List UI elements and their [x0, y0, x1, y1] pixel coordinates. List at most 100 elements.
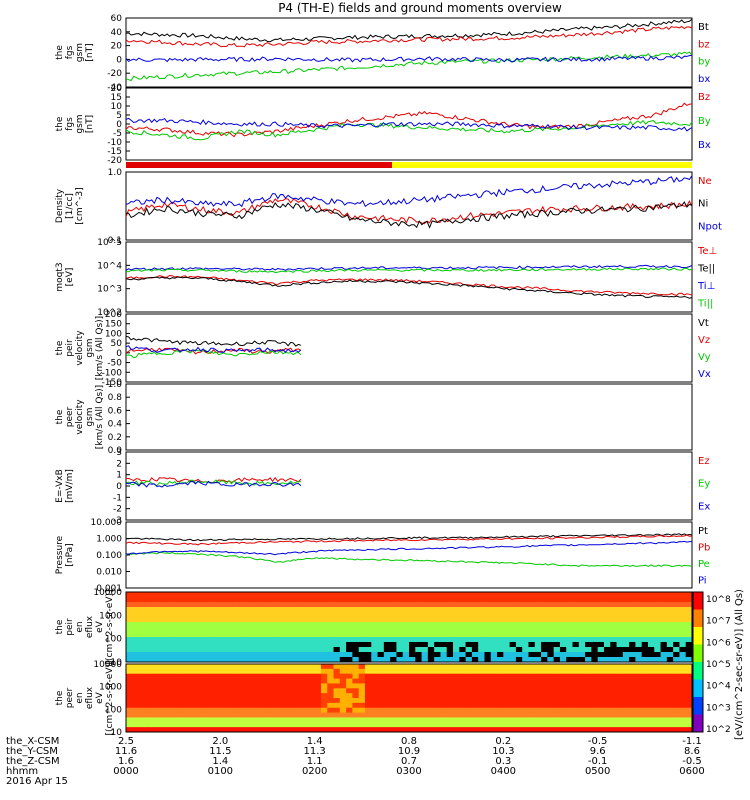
heatmap-cell — [484, 702, 492, 709]
heatmap-cell — [629, 647, 636, 653]
heatmap-cell — [585, 657, 592, 663]
heatmap-cell — [415, 612, 423, 618]
heatmap-cell — [440, 622, 448, 628]
heatmap-cell — [220, 717, 228, 723]
heatmap-cell — [497, 647, 504, 653]
heatmap-cell — [622, 702, 630, 709]
heatmap-cell — [264, 652, 272, 658]
heatmap-cell — [440, 678, 448, 684]
heatmap-cell — [440, 647, 448, 653]
heatmap-cell — [276, 637, 284, 643]
heatmap-cell — [302, 698, 309, 704]
heatmap-cell — [434, 727, 441, 733]
tick-label: 1000 — [99, 611, 122, 621]
heatmap-cell — [578, 712, 586, 718]
heatmap-cell — [647, 612, 655, 618]
heatmap-cell — [126, 617, 133, 623]
heatmap-cell — [195, 612, 202, 618]
heatmap-cell — [547, 698, 555, 704]
series-line-Vx — [125, 345, 302, 353]
heatmap-cell — [132, 627, 140, 633]
heatmap-cell — [534, 717, 542, 723]
heatmap-cell — [503, 688, 511, 694]
heatmap-cell — [409, 664, 416, 670]
heatmap-cell — [453, 722, 460, 728]
heatmap-cell — [603, 647, 611, 653]
heatmap-cell — [320, 652, 328, 658]
heatmap-cell — [264, 727, 272, 733]
heatmap-cell — [490, 717, 498, 723]
heatmap-cell — [547, 612, 555, 618]
heatmap-cell — [559, 702, 567, 709]
heatmap-cell — [283, 683, 291, 689]
heatmap-cell — [390, 627, 397, 633]
heatmap-cell — [660, 707, 668, 714]
heatmap-cell — [603, 637, 611, 643]
heatmap-cell — [163, 627, 171, 633]
heatmap-cell — [346, 592, 353, 598]
heatmap-cell — [270, 657, 278, 663]
heatmap-cell — [320, 612, 328, 618]
heatmap-cell — [289, 717, 297, 723]
heatmap-cell — [352, 612, 360, 618]
heatmap-cell — [427, 637, 435, 643]
heatmap-cell — [327, 717, 335, 723]
heatmap-cell — [377, 664, 385, 670]
heatmap-cell — [258, 717, 265, 723]
heatmap-cell — [446, 688, 454, 694]
heatmap-cell — [126, 657, 133, 663]
heatmap-cell — [528, 683, 536, 689]
heatmap-cell — [364, 673, 372, 680]
heatmap-cell — [547, 602, 555, 608]
heatmap-cell — [629, 668, 636, 675]
heatmap-cell — [176, 652, 184, 658]
heatmap-cell — [610, 664, 618, 670]
heatmap-cell — [509, 668, 517, 675]
heatmap-cell — [446, 698, 454, 704]
heatmap-cell — [591, 707, 599, 714]
heatmap-cell — [434, 622, 441, 628]
heatmap-cell — [415, 592, 423, 598]
heatmap-cell — [465, 647, 473, 653]
heatmap-cell — [314, 707, 322, 714]
heatmap-cell — [660, 664, 668, 670]
heatmap-cell — [534, 657, 542, 663]
heatmap-cell — [226, 683, 234, 689]
heatmap-cell — [327, 702, 335, 709]
heatmap-cell — [484, 627, 492, 633]
heatmap-cell — [666, 607, 674, 613]
heatmap-cell — [553, 683, 561, 689]
colorbar-label: [eV/(cm^2-sec-sr-eV)] (All Qs) — [734, 589, 745, 740]
heatmap-cell — [572, 602, 580, 608]
heatmap-cell — [427, 627, 435, 633]
colorbar-cell — [693, 609, 703, 628]
heatmap-cell — [320, 607, 328, 613]
heatmap-cell — [434, 627, 441, 633]
heatmap-cell — [402, 712, 410, 718]
heatmap-cell — [327, 637, 335, 643]
heatmap-cell — [170, 688, 177, 694]
heatmap-cell — [201, 678, 209, 684]
heatmap-cell — [534, 673, 542, 680]
heatmap-cell — [585, 707, 592, 714]
heatmap-cell — [572, 707, 580, 714]
heatmap-cell — [647, 668, 655, 675]
heatmap-cell — [245, 688, 253, 694]
heatmap-cell — [207, 657, 215, 663]
heatmap-cell — [264, 592, 272, 598]
heatmap-cell — [528, 622, 536, 628]
heatmap-cell — [522, 612, 529, 618]
tick-label: -3 — [113, 516, 122, 526]
heatmap-cell — [641, 717, 649, 723]
heatmap-cell — [528, 717, 536, 723]
heatmap-cell — [126, 592, 133, 598]
heatmap-cell — [534, 693, 542, 699]
heatmap-cell — [471, 637, 479, 643]
heatmap-cell — [673, 698, 680, 704]
heatmap-cell — [176, 727, 184, 733]
heatmap-cell — [603, 673, 611, 680]
heatmap-cell — [522, 702, 529, 709]
heatmap-cell — [295, 602, 303, 608]
heatmap-cell — [201, 642, 209, 648]
heatmap-cell — [283, 698, 291, 704]
